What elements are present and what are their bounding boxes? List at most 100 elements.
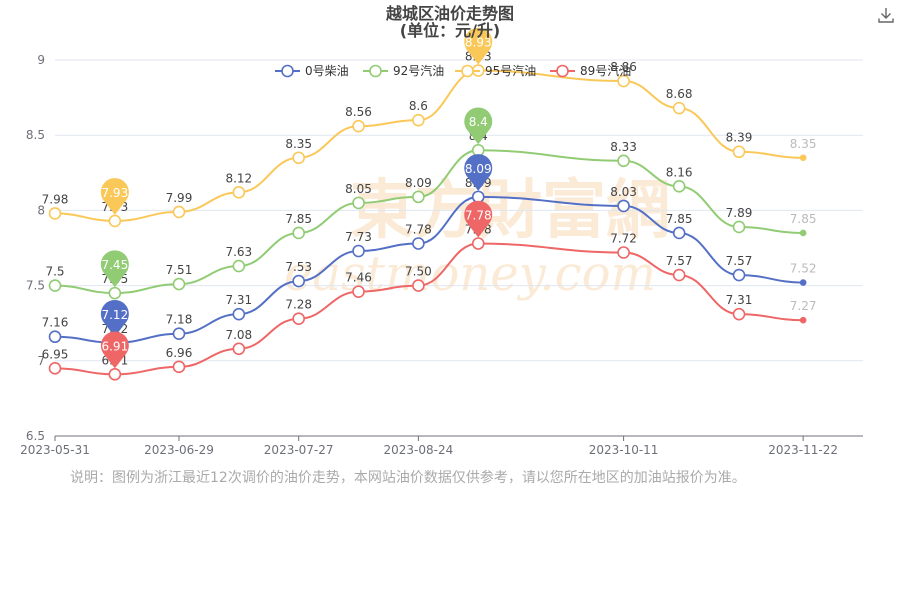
data-point xyxy=(617,246,630,259)
data-point xyxy=(412,237,425,250)
series-3: 6.956.916.967.087.287.467.507.787.727.57… xyxy=(42,222,817,381)
pin-marker: 8.09 xyxy=(464,154,493,191)
pin-marker: 7.78 xyxy=(464,200,493,238)
data-label: 7.98 xyxy=(42,192,69,206)
data-label: 7.57 xyxy=(726,254,753,268)
data-label: 7.78 xyxy=(405,222,432,236)
x-tick-label: 2023-07-27 xyxy=(264,443,334,457)
y-tick-label: 6.5 xyxy=(26,429,45,443)
pin-label: 7.78 xyxy=(465,208,492,222)
data-label: 8.35 xyxy=(285,137,312,151)
data-label: 7.16 xyxy=(42,316,69,330)
data-point xyxy=(799,154,807,162)
pin-shape xyxy=(100,250,129,288)
data-label: 8.16 xyxy=(666,165,693,179)
chart-subtitle: (单位：元/升) xyxy=(399,21,501,40)
data-label: 7.31 xyxy=(726,293,753,307)
data-label: 8.12 xyxy=(225,171,252,185)
legend-label: 92号汽油 xyxy=(393,63,444,78)
data-point xyxy=(232,186,246,199)
data-point xyxy=(471,237,485,250)
data-point xyxy=(617,199,630,213)
data-point xyxy=(799,316,807,324)
data-point xyxy=(352,285,365,298)
data-label: 7.46 xyxy=(345,271,372,285)
data-label: 7.5 xyxy=(45,265,64,279)
pin-label: 7.45 xyxy=(101,258,128,272)
data-point xyxy=(617,74,630,88)
data-point xyxy=(732,220,746,234)
data-label: 8.33 xyxy=(610,140,637,154)
pin-label: 8.09 xyxy=(465,162,492,176)
data-label: 8.56 xyxy=(345,105,372,119)
pin-label: 8.4 xyxy=(469,115,488,129)
x-tick-label: 2023-05-31 xyxy=(20,443,90,457)
data-point xyxy=(48,362,62,375)
data-point xyxy=(108,286,122,300)
data-label: 7.52 xyxy=(790,262,817,276)
pin-marker: 7.45 xyxy=(100,250,129,288)
data-label: 7.31 xyxy=(225,293,252,307)
data-point xyxy=(172,205,186,219)
pin-label: 7.12 xyxy=(101,308,128,322)
y-tick-label: 7.5 xyxy=(26,279,45,293)
data-label: 7.27 xyxy=(790,299,817,313)
data-label: 7.63 xyxy=(225,245,252,259)
y-tick-label: 8.5 xyxy=(26,128,45,142)
data-label: 7.57 xyxy=(666,254,693,268)
data-label: 6.96 xyxy=(166,346,193,360)
pin-label: 8.93 xyxy=(465,36,492,50)
pin-marker: 8.93 xyxy=(464,27,493,65)
pin-shape xyxy=(464,200,493,238)
data-label: 8.39 xyxy=(726,131,753,145)
watermark-en: eastmoney.com xyxy=(284,246,656,302)
pin-shape xyxy=(464,107,493,145)
data-label: 8.86 xyxy=(610,60,637,74)
download-icon[interactable] xyxy=(877,6,895,24)
pin-marker: 8.4 xyxy=(464,107,493,145)
pin-shape xyxy=(100,331,129,369)
data-point xyxy=(412,113,425,127)
x-tick-label: 2023-06-29 xyxy=(144,443,214,457)
data-point xyxy=(672,180,686,193)
data-point xyxy=(292,226,305,240)
x-tick-label: 2023-10-11 xyxy=(589,443,659,457)
data-point xyxy=(672,101,686,115)
data-point xyxy=(799,279,807,286)
data-point xyxy=(617,154,630,168)
data-label: 8.09 xyxy=(405,176,432,190)
legend-marker xyxy=(369,64,382,78)
data-point xyxy=(48,330,62,344)
y-tick-label: 9 xyxy=(37,53,45,67)
data-point xyxy=(352,196,365,210)
pin-marker: 7.93 xyxy=(100,178,129,215)
data-point xyxy=(172,360,186,374)
data-label: 7.85 xyxy=(790,212,817,226)
data-point xyxy=(48,279,62,292)
data-label: 7.89 xyxy=(726,206,753,220)
legend: 0号柴油 92号汽油 95号汽油 89号汽油 xyxy=(275,63,631,78)
data-label: 7.99 xyxy=(166,191,193,205)
data-point xyxy=(352,244,365,258)
footnote: 说明：图例为浙江最近12次调价的油价走势，本网站油价数据仅供参考，请以您所在地区… xyxy=(70,470,746,486)
data-point xyxy=(232,342,246,356)
data-point xyxy=(732,145,746,159)
y-tick-label: 8 xyxy=(37,203,45,217)
data-label: 7.85 xyxy=(285,212,312,226)
series-1: 7.57.457.517.637.858.058.098.48.338.167.… xyxy=(45,129,817,300)
data-label: 7.28 xyxy=(285,298,312,312)
data-point xyxy=(232,307,246,321)
data-point xyxy=(292,312,305,325)
data-label: 8.03 xyxy=(610,185,637,199)
data-point xyxy=(292,151,305,165)
legend-marker xyxy=(281,64,294,78)
pin-shape xyxy=(464,27,493,65)
data-label: 6.95 xyxy=(42,347,69,361)
legend-label: 89号汽油 xyxy=(580,63,631,78)
data-point xyxy=(352,119,365,133)
pin-marker: 6.91 xyxy=(100,331,129,369)
legend-label: 0号柴油 xyxy=(305,64,349,78)
data-point xyxy=(412,279,425,292)
data-label: 7.51 xyxy=(166,263,193,277)
data-point xyxy=(672,268,686,282)
